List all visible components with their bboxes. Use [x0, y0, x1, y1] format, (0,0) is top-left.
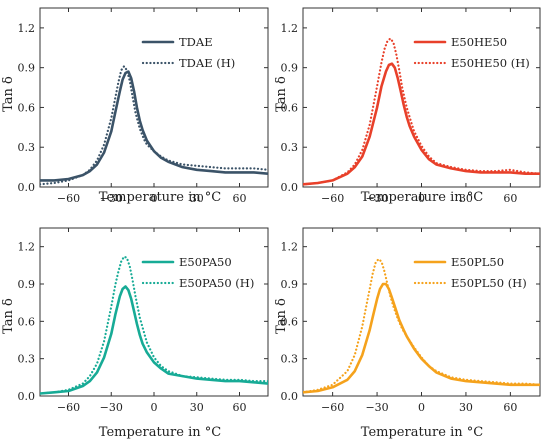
y-tick-label: 0.0	[18, 390, 36, 403]
x-tick-label: 60	[503, 192, 517, 205]
y-tick-label: 1.2	[281, 241, 299, 254]
y-axis-label: Tan δ	[1, 76, 16, 112]
y-tick-label: 0.9	[281, 278, 299, 291]
plot-frame	[39, 227, 269, 397]
x-tick-label: 60	[233, 192, 247, 205]
legend: E50HE50 E50HE50 (H)	[413, 35, 530, 70]
y-tick-label: 0.6	[18, 315, 36, 328]
series-line-tdae-h	[40, 65, 268, 186]
x-tick-label: 30	[459, 192, 473, 205]
y-axis-label: Tan δ	[274, 76, 289, 112]
legend: TDAE TDAE (H)	[141, 35, 235, 70]
x-tick-label: 0	[151, 401, 158, 414]
x-tick-label: 30	[459, 401, 473, 414]
legend-label-e50pa50-h: E50PA50 (H)	[179, 276, 254, 290]
y-tick-label: 0.3	[18, 141, 36, 154]
y-tick-label: 0.9	[18, 62, 36, 75]
chart-panel-e50he50: Tan δ Temperature in °C −60 −30 0 30 60 0.0 0.…	[274, 7, 541, 205]
y-tick-label: 0.0	[281, 181, 299, 194]
series-line-e50pl50	[303, 282, 540, 394]
y-tick-label: 1.2	[18, 22, 36, 35]
x-tick-label: 60	[503, 401, 517, 414]
x-axis-label: Temperature in °C	[99, 190, 221, 205]
legend-label-tdae: TDAE	[179, 35, 213, 49]
y-axis-label: Tan δ	[1, 298, 16, 334]
legend-label-e50he50: E50HE50	[451, 35, 507, 49]
x-axis-label: Temperature in °C	[361, 190, 483, 205]
plot-frame	[39, 7, 269, 188]
x-tick-label: −30	[365, 192, 388, 205]
legend-label-e50pl50: E50PL50	[451, 255, 504, 269]
legend-label-tdae-h: TDAE (H)	[179, 56, 235, 70]
x-tick-label: 60	[233, 401, 247, 414]
x-tick-label: −60	[321, 192, 344, 205]
chart-panel-tdae: Tan δ Temperature in °C −60 −30 0 30 60 0.0 0.…	[1, 7, 269, 205]
chart-panel-e50pa50: Tan δ Temperature in °C −60 −30 0 30 60 0.0 0.…	[1, 227, 269, 440]
x-tick-label: 0	[151, 192, 158, 205]
x-tick-label: −30	[100, 192, 123, 205]
plot-frame	[302, 227, 541, 397]
x-tick-label: −60	[321, 401, 344, 414]
y-tick-label: 0.0	[18, 181, 36, 194]
series-line-tdae	[40, 70, 268, 182]
x-tick-label: 0	[418, 401, 425, 414]
y-tick-label: 0.3	[281, 141, 299, 154]
legend-label-e50pl50-h: E50PL50 (H)	[451, 276, 527, 290]
y-axis-label: Tan δ	[274, 298, 289, 334]
y-tick-label: 0.3	[18, 353, 36, 366]
y-tick-label: 0.3	[281, 353, 299, 366]
y-tick-label: 0.0	[281, 390, 299, 403]
y-tick-label: 0.6	[281, 315, 299, 328]
chart-panel-e50pl50: Tan δ Temperature in °C −60 −30 0 30 60 0.0 0.…	[274, 227, 541, 440]
x-axis-label: Temperature in °C	[361, 425, 483, 440]
series-line-e50he50-h	[303, 37, 540, 186]
y-tick-label: 0.6	[18, 101, 36, 114]
x-tick-label: −60	[57, 192, 80, 205]
x-tick-label: −30	[100, 401, 123, 414]
x-tick-label: 30	[190, 401, 204, 414]
x-tick-label: −60	[57, 401, 80, 414]
series-line-e50pa50	[40, 285, 268, 395]
y-tick-label: 0.6	[281, 101, 299, 114]
legend-label-e50pa50: E50PA50	[179, 255, 232, 269]
series-line-e50pl50-h	[303, 258, 540, 394]
legend: E50PA50 E50PA50 (H)	[141, 255, 254, 290]
x-tick-label: −30	[365, 401, 388, 414]
x-tick-label: 0	[418, 192, 425, 205]
series-line-e50he50	[303, 62, 540, 186]
y-tick-label: 1.2	[281, 22, 299, 35]
x-axis-label: Temperature in °C	[99, 425, 221, 440]
y-tick-label: 0.9	[281, 62, 299, 75]
y-tick-label: 1.2	[18, 241, 36, 254]
y-tick-label: 0.9	[18, 278, 36, 291]
x-tick-label: 30	[190, 192, 204, 205]
legend: E50PL50 E50PL50 (H)	[413, 255, 527, 290]
legend-label-e50he50-h: E50HE50 (H)	[451, 56, 530, 70]
